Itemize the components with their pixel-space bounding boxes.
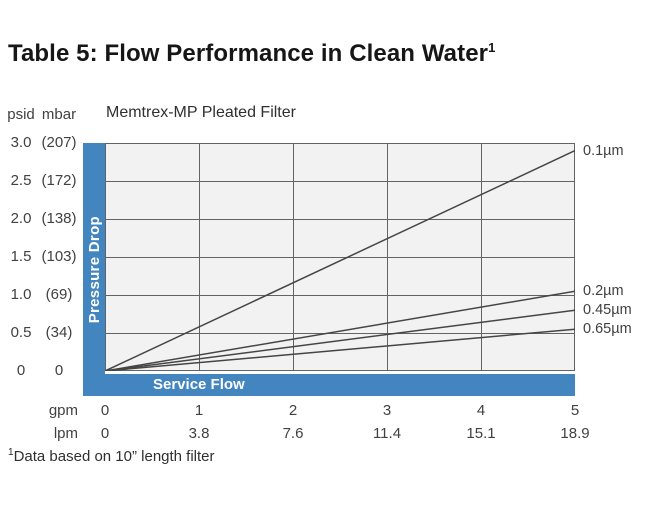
y-tick-psid: 2.5 bbox=[10, 172, 32, 189]
x-tick: 3 bbox=[382, 402, 392, 419]
x-tick: 5 bbox=[570, 402, 580, 419]
series-line bbox=[105, 328, 575, 371]
x-tick: 11.4 bbox=[372, 425, 402, 442]
x-tick: 1 bbox=[194, 402, 204, 419]
x-tick: 7.6 bbox=[282, 425, 304, 442]
y-tick-mbar: (207) bbox=[41, 134, 77, 151]
pressure-drop-axis-bar: Pressure Drop bbox=[83, 143, 105, 396]
y-tick-psid: 3.0 bbox=[10, 134, 32, 151]
series-line bbox=[105, 309, 575, 371]
x-tick: 3.8 bbox=[188, 425, 210, 442]
page-title-text: Table 5: Flow Performance in Clean Water bbox=[8, 40, 489, 67]
y-tick-psid: 2.0 bbox=[10, 210, 32, 227]
y-tick-mbar: (34) bbox=[45, 324, 73, 341]
footnote-superscript: 1 bbox=[8, 447, 14, 458]
pressure-drop-axis-label: Pressure Drop bbox=[85, 215, 103, 324]
series-label: 0.65µm bbox=[583, 321, 632, 338]
service-flow-axis-bar: Service Flow bbox=[105, 374, 575, 396]
y-tick-mbar: (69) bbox=[45, 286, 73, 303]
footnote-text: Data based on 10” length filter bbox=[13, 448, 215, 465]
series-label: 0.1µm bbox=[583, 142, 624, 159]
y-tick-mbar: (138) bbox=[41, 210, 77, 227]
x-tick: 15.1 bbox=[466, 425, 496, 442]
series-label: 0.2µm bbox=[583, 283, 624, 300]
x-tick: 0 bbox=[100, 425, 110, 442]
y-tick-mbar: (103) bbox=[41, 248, 77, 265]
x-tick: 2 bbox=[288, 402, 298, 419]
y-tick-psid: 0 bbox=[16, 362, 26, 379]
chart-subtitle: Memtrex-MP Pleated Filter bbox=[106, 104, 296, 121]
x-tick: 18.9 bbox=[560, 425, 590, 442]
x-tick: 0 bbox=[100, 402, 110, 419]
service-flow-axis-label: Service Flow bbox=[153, 376, 245, 393]
x-axis-unit-lpm: lpm bbox=[53, 425, 78, 442]
footnote: 1Data based on 10” length filter bbox=[8, 447, 215, 465]
y-tick-psid: 1.5 bbox=[10, 248, 32, 265]
series-line bbox=[105, 290, 575, 371]
x-axis-unit-gpm: gpm bbox=[48, 402, 78, 419]
y-tick-mbar: (172) bbox=[41, 172, 77, 189]
page-title-superscript: 1 bbox=[488, 40, 496, 55]
plot-area bbox=[105, 143, 575, 371]
y-tick-psid: 0.5 bbox=[10, 324, 32, 341]
page-title: Table 5: Flow Performance in Clean Water… bbox=[8, 40, 495, 68]
y-tick-psid: 1.0 bbox=[10, 286, 32, 303]
series-label: 0.45µm bbox=[583, 302, 632, 319]
y-tick-mbar: 0 bbox=[54, 362, 64, 379]
y-axis-unit-psid: psid bbox=[7, 106, 35, 123]
series-line bbox=[105, 149, 575, 371]
y-axis-unit-mbar: mbar bbox=[41, 106, 77, 123]
x-tick: 4 bbox=[476, 402, 486, 419]
